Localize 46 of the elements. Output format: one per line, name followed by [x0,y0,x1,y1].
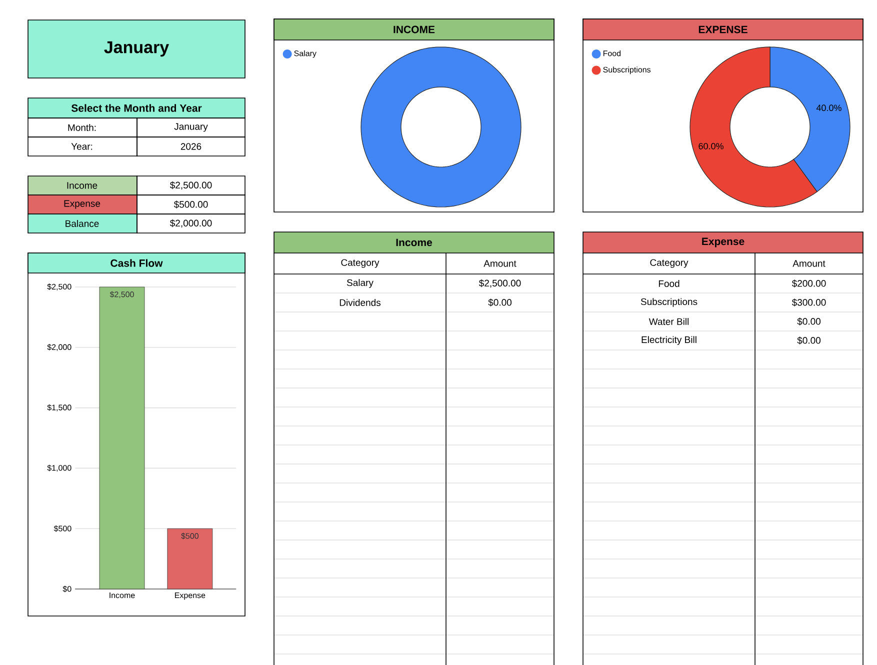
y-tick-label: $1,000 [47,464,72,472]
data-label: 60.0% [698,142,724,150]
text: $500.00 [174,200,208,208]
data-label: 40.0% [816,104,842,112]
data-label: $2,500 [110,291,134,298]
text: Electricity Bill [642,336,696,345]
legend-label: Subscriptions [603,66,651,74]
text: Water Bill [648,318,689,325]
text: Salary [346,279,374,288]
text: Category [341,259,380,268]
text: Category [650,259,688,268]
text: Select the Month and Year [71,104,202,112]
y-tick-label: $2,000 [47,344,72,351]
text: $300.00 [792,298,826,306]
text: Amount [484,260,516,267]
text: January [174,123,208,132]
text: Month: [68,124,96,131]
text: $2,500.00 [170,181,212,190]
text: Year: [71,143,92,150]
chart-title: INCOME [394,26,435,34]
text: Amount [792,260,826,267]
legend-label: Food [603,50,621,56]
text: Subscriptions [640,298,698,307]
text: $0.00 [797,336,821,344]
text: Income [396,238,432,246]
text: Expense [702,238,744,248]
y-tick-label: $2,500 [47,284,72,290]
text: Dividends [340,299,381,306]
y-tick-label: $1,500 [47,404,72,412]
text: January [104,41,170,57]
text: Food [658,280,680,287]
text: $2,000.00 [170,219,212,228]
text: $0.00 [488,298,512,306]
chart-title: Cash Flow [110,259,163,267]
data-label: $500 [181,532,199,540]
text: $0.00 [797,318,821,326]
text: $2,500.00 [478,279,521,288]
legend-label: Salary [294,50,316,58]
text: $200.00 [792,280,826,288]
text: Balance [66,220,99,227]
chart-title: EXPENSE [698,26,748,34]
y-tick-label: $500 [54,525,72,532]
text: 2026 [180,143,202,150]
text: Income [67,182,98,189]
text: Expense [64,200,100,209]
y-tick-label: $0 [62,586,72,592]
